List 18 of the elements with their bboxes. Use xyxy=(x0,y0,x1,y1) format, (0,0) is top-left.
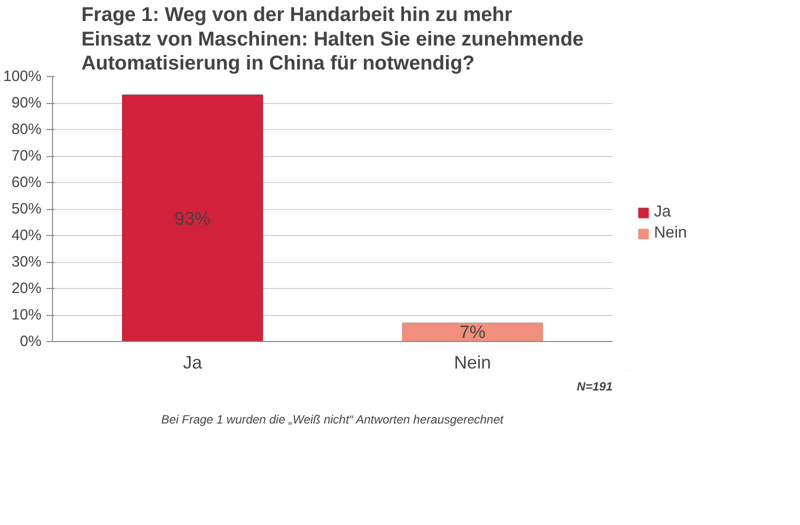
y-tick-label: 70% xyxy=(11,148,42,164)
text: Bei Frage 1 wurden die „Weiß nicht“ Antworten herausgerechnet xyxy=(161,412,504,426)
legend-label: Nein xyxy=(654,224,687,242)
y-tick-label: 0% xyxy=(20,333,42,350)
y-tick-label: 30% xyxy=(11,254,42,270)
chart-title: Frage 1: Weg von der Handarbeit hin zu mehr Einsatz von Maschinen: Halten Sie eine zunehmende Automatisierung in China für notwendig? xyxy=(81,4,584,74)
y-tick-label: 90% xyxy=(11,94,42,112)
data-label: 93% xyxy=(174,208,211,228)
y-tick-label: 50% xyxy=(11,200,42,218)
y-tick-label: 80% xyxy=(11,121,42,138)
legend-label: Ja xyxy=(654,204,672,222)
y-tick-label: 60% xyxy=(11,174,42,191)
data-label: 7% xyxy=(459,322,486,342)
text: N=191 xyxy=(576,380,613,394)
y-tick-label: 40% xyxy=(11,227,42,244)
y-tick-label: 100% xyxy=(3,68,42,85)
y-tick-label: 10% xyxy=(11,306,42,324)
y-tick-label: 20% xyxy=(11,280,42,297)
